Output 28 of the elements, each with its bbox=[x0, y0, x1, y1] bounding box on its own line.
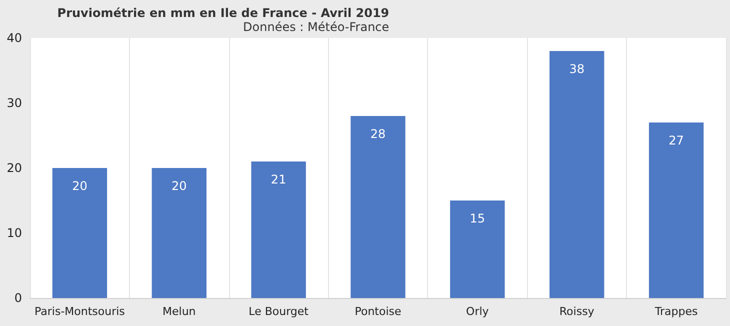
bar bbox=[251, 162, 306, 298]
bar bbox=[52, 168, 108, 298]
bar bbox=[648, 122, 704, 298]
x-tick-label: Le Bourget bbox=[248, 305, 310, 318]
bar bbox=[550, 51, 604, 298]
chart-subtitle: Données : Météo-France bbox=[243, 20, 390, 34]
x-tick-label: Trappes bbox=[654, 305, 698, 318]
data-label: 20 bbox=[72, 179, 88, 193]
x-tick-label: Orly bbox=[466, 305, 490, 318]
data-label: 15 bbox=[470, 212, 486, 226]
data-label: 38 bbox=[569, 62, 584, 76]
y-tick-label: 0 bbox=[14, 291, 22, 305]
bar bbox=[152, 168, 206, 298]
y-tick-label: 40 bbox=[6, 31, 22, 45]
data-label: 21 bbox=[270, 172, 286, 186]
chart-title: Pruviométrie en mm en Ile de France - Avril 2019 bbox=[57, 6, 390, 20]
data-label: 27 bbox=[668, 134, 684, 148]
x-tick-label: Roissy bbox=[559, 305, 595, 318]
data-label: 28 bbox=[370, 127, 386, 141]
y-tick-label: 30 bbox=[6, 96, 22, 110]
y-tick-label: 10 bbox=[6, 226, 22, 240]
bar bbox=[450, 200, 505, 298]
x-tick-label: Paris-Montsouris bbox=[34, 305, 126, 318]
bar bbox=[350, 116, 406, 298]
x-tick-label: Melun bbox=[162, 305, 196, 318]
x-tick-label: Pontoise bbox=[354, 305, 402, 318]
data-label: 20 bbox=[172, 179, 187, 193]
y-tick-label: 20 bbox=[6, 161, 22, 175]
